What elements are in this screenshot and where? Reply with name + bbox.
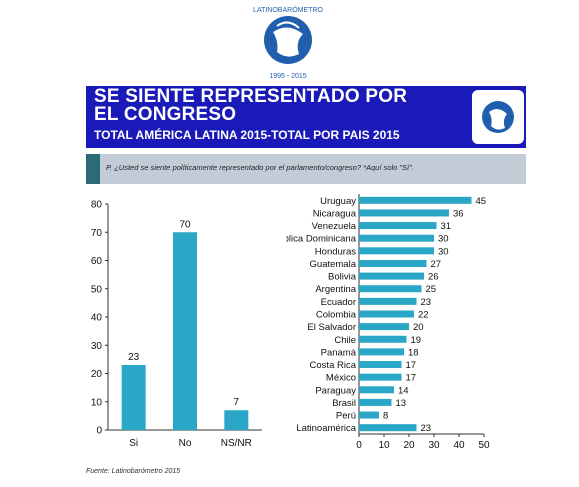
bar xyxy=(224,410,249,430)
bar xyxy=(359,285,422,293)
x-tick-label: 0 xyxy=(356,440,362,451)
data-label: 17 xyxy=(406,373,417,384)
data-label: 27 xyxy=(431,259,442,270)
category-label: Chile xyxy=(334,335,356,346)
data-label: 8 xyxy=(383,411,388,422)
y-tick-label: 30 xyxy=(91,341,103,352)
y-tick-label: 80 xyxy=(91,200,103,211)
category-label: Bolivia xyxy=(328,272,357,283)
y-tick-label: 40 xyxy=(91,313,103,324)
bar xyxy=(359,386,394,394)
data-label: 70 xyxy=(179,219,191,230)
x-tick-label: 40 xyxy=(453,440,465,451)
source-note: Fuente: Latinobarómetro 2015 xyxy=(86,468,181,475)
data-label: 26 xyxy=(428,272,439,283)
category-label: Guatemala xyxy=(310,259,357,270)
y-tick-label: 20 xyxy=(91,369,103,380)
category-label: Venezuela xyxy=(312,221,357,232)
category-label: Latinoamérica xyxy=(296,423,356,434)
question-bar: P. ¿Usted se siente políticamente repres… xyxy=(86,154,526,184)
data-label: 31 xyxy=(441,221,452,232)
bar xyxy=(359,297,417,305)
category-label: Brasil xyxy=(332,398,356,409)
data-label: 25 xyxy=(426,284,437,295)
category-label: México xyxy=(326,373,356,384)
x-tick-label: 10 xyxy=(378,440,390,451)
category-label: Uruguay xyxy=(320,196,356,207)
y-tick-label: 60 xyxy=(91,256,103,267)
total-chart: 0 10 20 30 40 50 60 70 80 23 Si 70 No 7 NS/NR xyxy=(91,200,262,449)
bar xyxy=(359,348,404,356)
data-label: 20 xyxy=(413,322,424,333)
bar xyxy=(359,272,424,280)
bar xyxy=(359,222,437,230)
category-label: Argentina xyxy=(315,284,356,295)
bar xyxy=(359,234,434,242)
question-text: P. ¿Usted se siente políticamente repres… xyxy=(106,163,414,172)
category-label: El Salvador xyxy=(307,322,356,333)
bar xyxy=(359,398,392,406)
category-label: No xyxy=(179,438,192,449)
data-label: 19 xyxy=(411,335,422,346)
data-label: 30 xyxy=(438,246,449,257)
bar xyxy=(359,209,449,217)
bar xyxy=(359,424,417,432)
bar xyxy=(359,335,407,343)
page-title: SE SIENTE REPRESENTADO POR EL CONGRESO xyxy=(94,86,408,125)
bar xyxy=(173,232,197,430)
y-tick-label: 10 xyxy=(91,397,103,408)
bar xyxy=(121,365,146,430)
data-label: 13 xyxy=(396,398,407,409)
bar xyxy=(359,247,434,255)
logo-years: 1995 - 2015 xyxy=(269,73,306,80)
data-label: 17 xyxy=(406,360,417,371)
page-subtitle: TOTAL AMÉRICA LATINA 2015-TOTAL POR PAIS… xyxy=(94,128,400,142)
category-label: Perú xyxy=(336,411,356,422)
x-tick-label: 20 xyxy=(403,440,415,451)
bar xyxy=(359,196,472,204)
category-label: Nicaragua xyxy=(313,208,357,219)
bar xyxy=(359,310,414,318)
category-label: Panamá xyxy=(321,347,357,358)
data-label: 23 xyxy=(421,297,432,308)
data-label: 22 xyxy=(418,310,429,321)
logo-wordmark: LATINOBARÓMETRO xyxy=(253,5,323,14)
data-label: 45 xyxy=(476,196,487,207)
category-label: Ecuador xyxy=(321,297,356,308)
category-label: Colombia xyxy=(316,310,357,321)
x-tick-label: 50 xyxy=(478,440,490,451)
category-label: Costa Rica xyxy=(310,360,357,371)
x-tick-label: 30 xyxy=(428,440,440,451)
category-label: Honduras xyxy=(315,246,356,257)
data-label: 23 xyxy=(421,423,432,434)
data-label: 23 xyxy=(128,352,140,363)
bar xyxy=(359,373,402,381)
data-label: 18 xyxy=(408,347,419,358)
bar xyxy=(359,323,409,331)
bar xyxy=(359,411,379,419)
y-tick-label: 50 xyxy=(91,284,103,295)
category-label: NS/NR xyxy=(221,438,252,449)
category-label: Si xyxy=(129,438,138,449)
y-tick-label: 0 xyxy=(96,426,102,437)
country-chart: 0 10 20 30 40 50 45 Uruguay 36 Nicaragua 31 Venezue… xyxy=(286,194,490,451)
bar xyxy=(359,361,402,369)
bar xyxy=(359,259,427,267)
data-label: 7 xyxy=(234,397,240,408)
title-banner: SE SIENTE REPRESENTADO POR EL CONGRESO T… xyxy=(86,86,526,148)
latinobarometro-logo: LATINOBARÓMETRO 1995 - 2015 xyxy=(233,2,343,86)
category-label: Paraguay xyxy=(315,385,356,396)
data-label: 14 xyxy=(398,385,409,396)
question-accent xyxy=(86,154,100,184)
data-label: 30 xyxy=(438,234,449,245)
banner-logo-icon xyxy=(472,90,524,144)
data-label: 36 xyxy=(453,208,464,219)
category-label: República Dominicana xyxy=(286,234,357,245)
y-tick-label: 70 xyxy=(91,228,103,239)
